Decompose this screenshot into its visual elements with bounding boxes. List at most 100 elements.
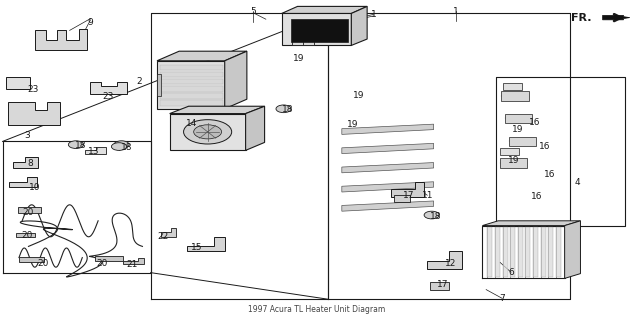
Text: 3: 3 xyxy=(24,132,30,140)
Polygon shape xyxy=(160,93,223,99)
Polygon shape xyxy=(510,227,515,277)
Polygon shape xyxy=(342,201,434,211)
Polygon shape xyxy=(282,13,351,45)
Polygon shape xyxy=(123,258,144,264)
Polygon shape xyxy=(170,106,265,114)
Polygon shape xyxy=(19,257,44,262)
Polygon shape xyxy=(160,86,223,92)
Text: 17: 17 xyxy=(437,280,449,289)
Polygon shape xyxy=(495,227,500,277)
Polygon shape xyxy=(157,51,247,61)
Text: 4: 4 xyxy=(575,178,580,187)
Text: 18: 18 xyxy=(121,143,132,152)
Text: FR.: FR. xyxy=(572,12,592,23)
Polygon shape xyxy=(541,227,546,277)
Text: 15: 15 xyxy=(191,244,202,252)
Polygon shape xyxy=(13,157,38,168)
Circle shape xyxy=(114,141,129,148)
Polygon shape xyxy=(487,227,492,277)
Text: 22: 22 xyxy=(158,232,169,241)
Circle shape xyxy=(194,125,222,139)
Polygon shape xyxy=(505,114,532,123)
Polygon shape xyxy=(500,148,519,155)
Polygon shape xyxy=(157,74,161,96)
Text: 5: 5 xyxy=(250,7,256,16)
Polygon shape xyxy=(503,83,522,90)
Text: 23: 23 xyxy=(27,85,39,94)
Polygon shape xyxy=(394,195,410,202)
Polygon shape xyxy=(160,79,223,84)
Polygon shape xyxy=(35,29,87,50)
Text: 18: 18 xyxy=(430,212,441,221)
Polygon shape xyxy=(427,251,462,269)
Polygon shape xyxy=(85,147,106,154)
Text: 19: 19 xyxy=(293,54,304,63)
Text: 16: 16 xyxy=(539,142,550,151)
Text: 12: 12 xyxy=(445,260,456,268)
Polygon shape xyxy=(292,37,304,45)
Polygon shape xyxy=(430,282,449,290)
Polygon shape xyxy=(291,19,348,42)
Polygon shape xyxy=(6,77,30,89)
Polygon shape xyxy=(160,65,223,70)
Text: 13: 13 xyxy=(88,148,99,156)
Polygon shape xyxy=(95,256,123,261)
Text: 2: 2 xyxy=(137,77,142,86)
Text: 1997 Acura TL Heater Unit Diagram: 1997 Acura TL Heater Unit Diagram xyxy=(248,305,385,314)
Polygon shape xyxy=(161,228,176,237)
Text: 1: 1 xyxy=(370,10,377,19)
Text: 18: 18 xyxy=(75,141,87,150)
Text: 16: 16 xyxy=(529,118,541,127)
Text: 21: 21 xyxy=(126,260,137,269)
Text: 7: 7 xyxy=(499,294,505,303)
Text: 20: 20 xyxy=(21,231,32,240)
Text: 17: 17 xyxy=(403,191,414,200)
Polygon shape xyxy=(509,137,536,146)
Polygon shape xyxy=(16,233,35,237)
Text: 9: 9 xyxy=(87,18,94,27)
Polygon shape xyxy=(518,227,523,277)
Polygon shape xyxy=(342,163,434,173)
Circle shape xyxy=(276,105,291,113)
Circle shape xyxy=(184,120,232,144)
Text: 19: 19 xyxy=(353,92,365,100)
Text: 16: 16 xyxy=(531,192,542,201)
Circle shape xyxy=(68,141,84,148)
Circle shape xyxy=(424,211,439,219)
Text: 20: 20 xyxy=(37,260,49,268)
Text: 20: 20 xyxy=(97,259,108,268)
Polygon shape xyxy=(9,177,37,187)
Polygon shape xyxy=(282,6,367,13)
Text: 19: 19 xyxy=(512,125,523,134)
Text: 14: 14 xyxy=(185,119,197,128)
Text: 8: 8 xyxy=(27,159,34,168)
Polygon shape xyxy=(303,37,314,45)
Polygon shape xyxy=(503,227,508,277)
Polygon shape xyxy=(8,102,60,125)
Polygon shape xyxy=(501,91,529,101)
Text: 1: 1 xyxy=(453,7,459,16)
Polygon shape xyxy=(18,207,41,213)
Polygon shape xyxy=(90,82,127,94)
Polygon shape xyxy=(342,182,434,192)
Text: 19: 19 xyxy=(508,156,520,165)
Polygon shape xyxy=(482,221,580,226)
Text: 20: 20 xyxy=(23,208,34,217)
Circle shape xyxy=(111,143,127,150)
Polygon shape xyxy=(225,51,247,109)
Text: 6: 6 xyxy=(508,268,515,277)
Text: 11: 11 xyxy=(422,191,433,200)
Text: 23: 23 xyxy=(102,92,113,101)
Polygon shape xyxy=(157,61,225,109)
Polygon shape xyxy=(533,227,538,277)
Polygon shape xyxy=(160,72,223,77)
Polygon shape xyxy=(342,143,434,154)
Polygon shape xyxy=(342,124,434,134)
Polygon shape xyxy=(603,15,630,20)
Polygon shape xyxy=(500,158,527,168)
Polygon shape xyxy=(556,227,561,277)
Polygon shape xyxy=(525,227,530,277)
Polygon shape xyxy=(170,114,246,150)
Text: 10: 10 xyxy=(29,183,41,192)
Text: 18: 18 xyxy=(282,105,294,114)
